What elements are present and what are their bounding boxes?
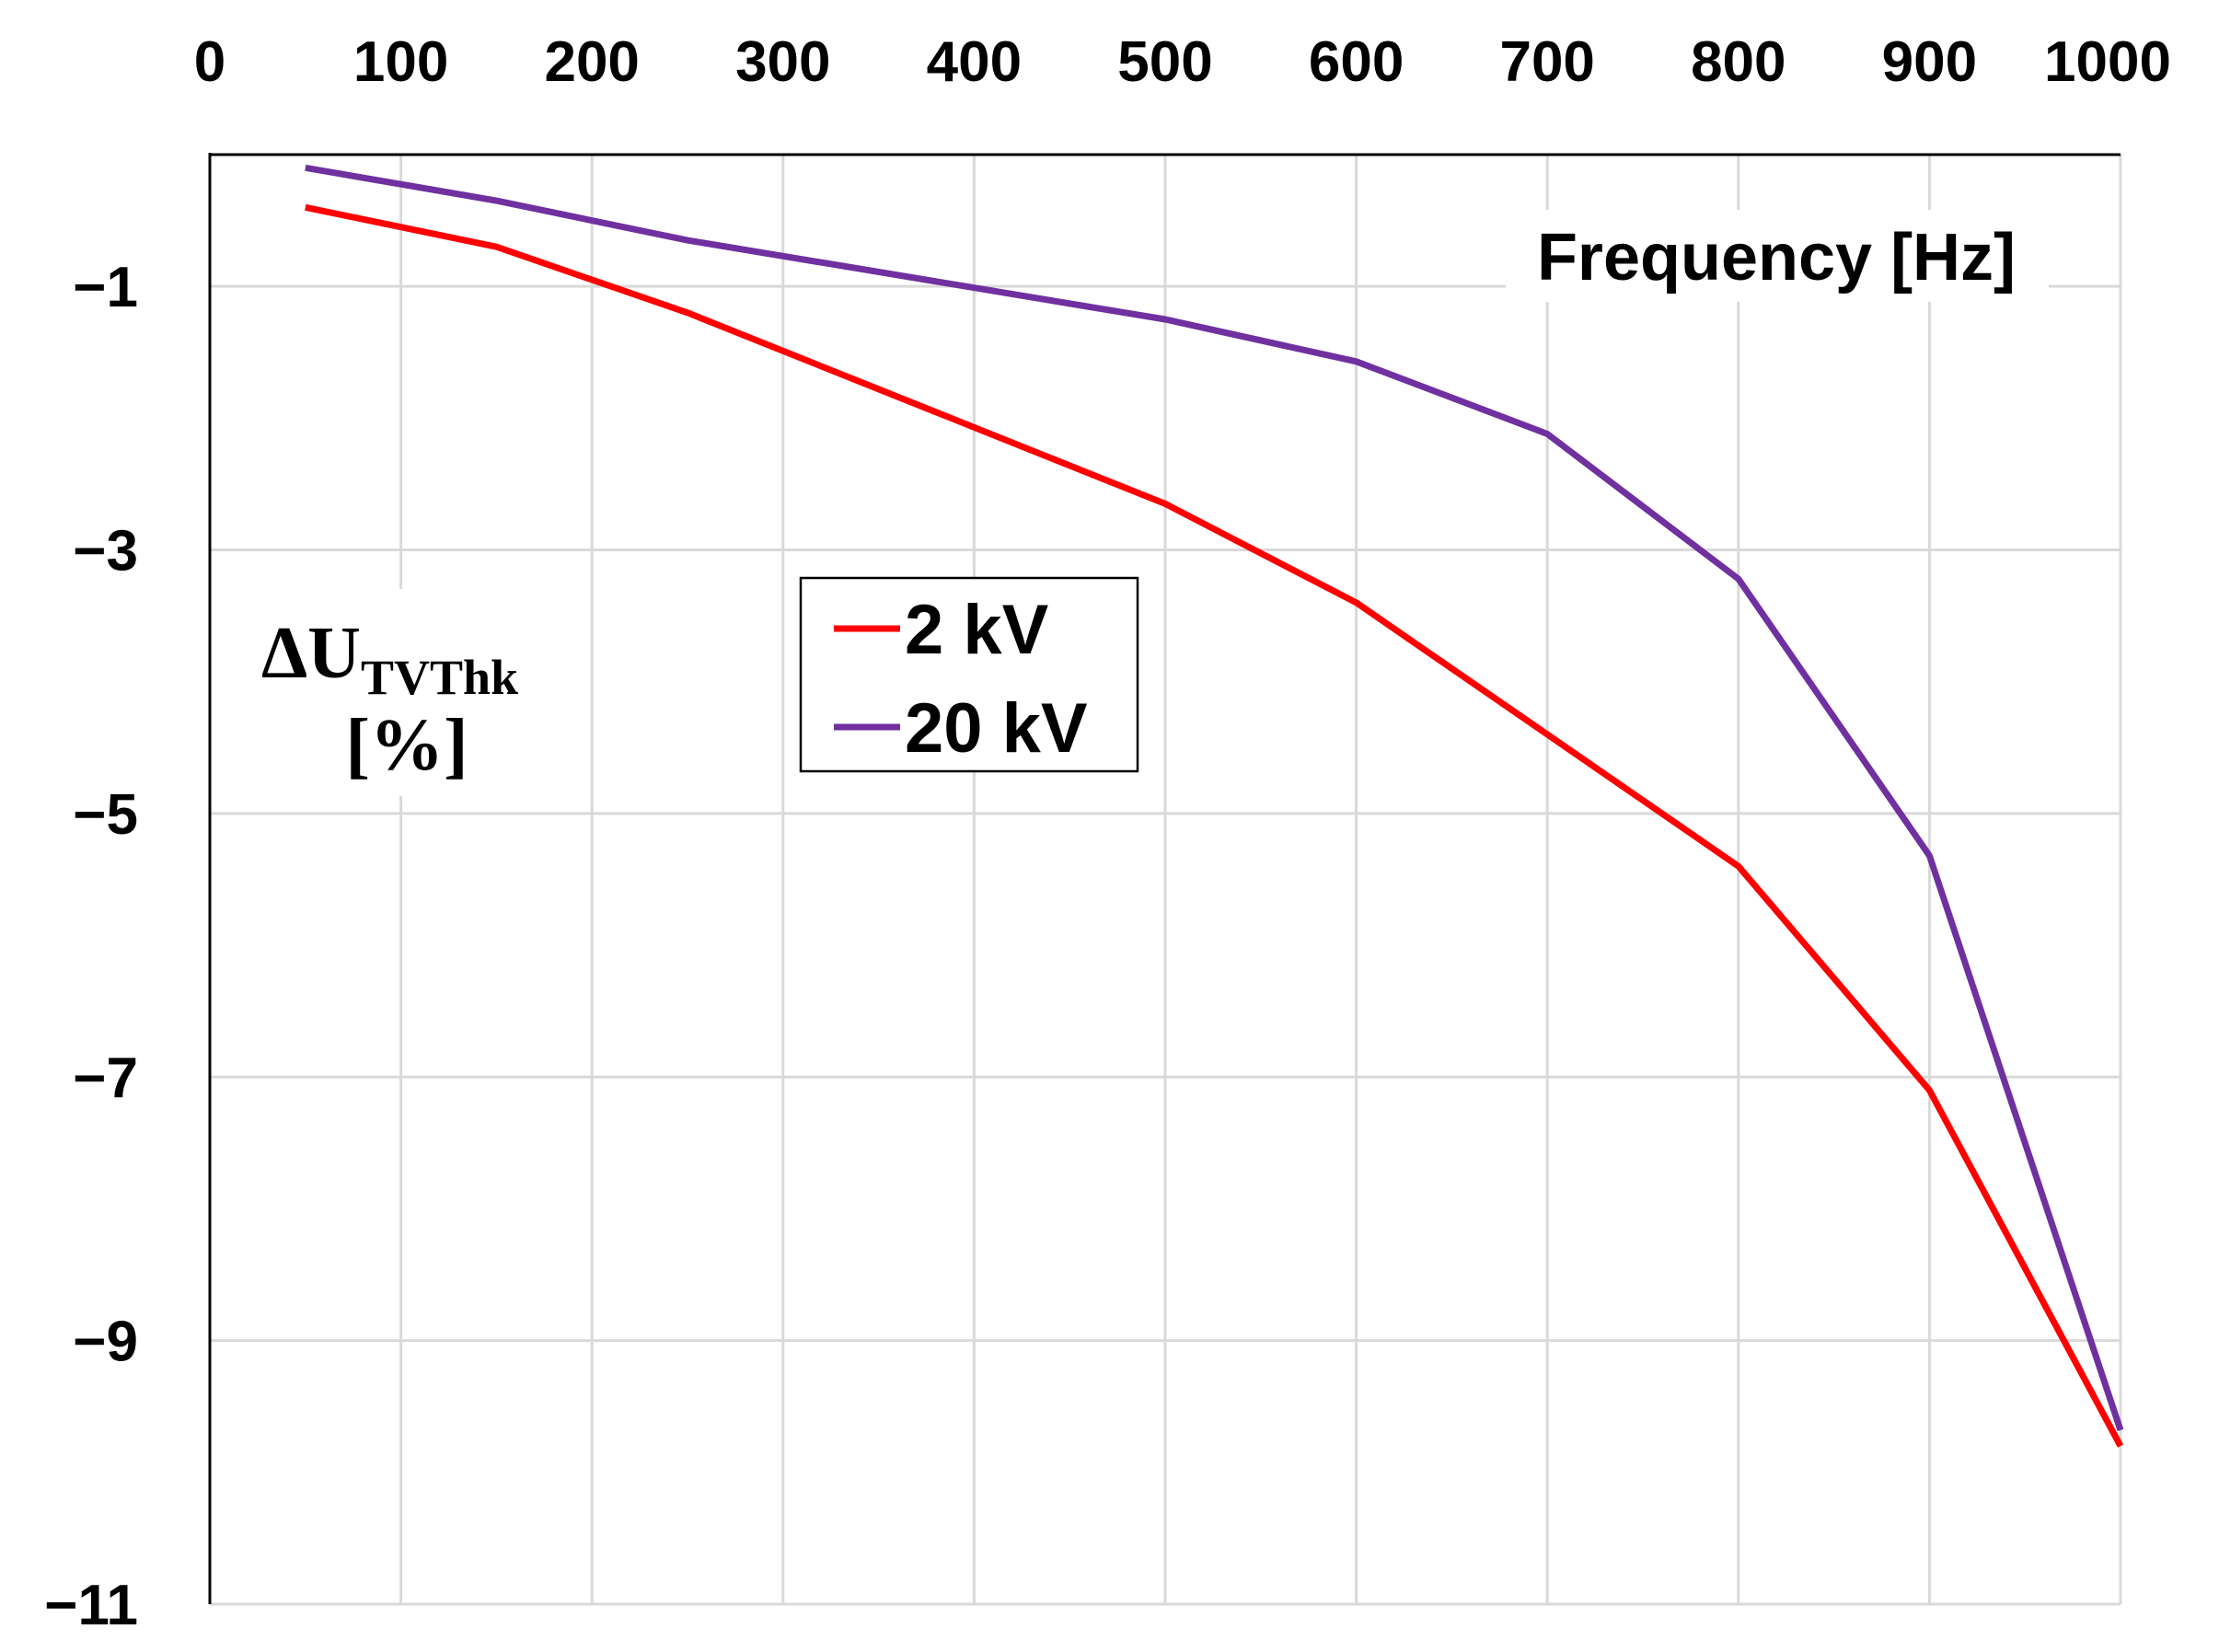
- y-tick-label: −11: [44, 1574, 138, 1637]
- y-axis-title-unit: [%]: [345, 705, 468, 786]
- y-tick-labels: −1 −3 −5 −7 −9 −11: [44, 256, 138, 1637]
- x-tick-label: 900: [1882, 30, 1977, 94]
- x-tick-label: 500: [1117, 30, 1212, 94]
- x-tick-label: 0: [194, 30, 225, 94]
- legend-items: 2 kV 20 kV: [834, 591, 1088, 768]
- x-axis-title-background: [1506, 210, 2049, 302]
- legend-box: [799, 576, 1139, 773]
- x-tick-label: 200: [544, 30, 639, 94]
- y-axis-title-background: [256, 589, 560, 796]
- series-line: [305, 164, 2124, 1432]
- x-tick-label: 1000: [2044, 30, 2171, 94]
- x-tick-label: 100: [353, 30, 448, 94]
- series-lines: [305, 164, 2124, 1448]
- y-axis-title-subscript: TVThk: [361, 650, 518, 705]
- legend-label: 20 kV: [905, 689, 1088, 768]
- legend-label: 2 kV: [905, 591, 1049, 669]
- y-tick-label: −5: [73, 783, 138, 847]
- series-line: [305, 203, 2124, 1448]
- x-tick-label: 400: [927, 30, 1022, 94]
- x-axis-title: Frequency [Hz]: [1537, 221, 2016, 295]
- x-tick-label: 600: [1309, 30, 1404, 94]
- y-tick-label: −3: [73, 520, 138, 583]
- x-tick-label: 700: [1499, 30, 1594, 94]
- x-tick-label: 300: [735, 30, 830, 94]
- y-axis-title: ΔUTVThk: [261, 613, 518, 705]
- y-tick-label: −1: [73, 256, 138, 319]
- legend: 2 kV 20 kV: [799, 576, 1139, 773]
- x-tick-labels: 0 100 200 300 400 500 600 700 800 900 1000: [194, 30, 2171, 94]
- y-tick-label: −9: [73, 1311, 138, 1374]
- y-axis-title-symbol: ΔU: [261, 613, 361, 694]
- y-tick-label: −7: [73, 1046, 138, 1110]
- x-tick-label: 800: [1691, 30, 1786, 94]
